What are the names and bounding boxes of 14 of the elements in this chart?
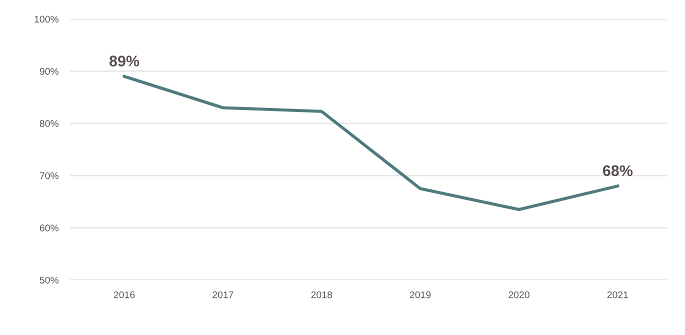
y-tick-label: 70% [40,172,59,180]
x-tick-label: 2020 [508,291,530,298]
x-tick-label: 2018 [311,291,332,298]
y-tick-label: 50% [40,276,59,284]
x-tick-label: 2019 [410,291,431,298]
y-tick-label: 80% [40,120,59,128]
x-tick-label: 2021 [607,291,628,298]
data-label: 89% [109,56,140,66]
data-label: 68% [602,165,633,176]
y-tick-label: 60% [40,224,59,232]
x-tick-label: 2016 [114,291,135,298]
y-tick-label: 90% [40,68,59,75]
y-tick-label: 100% [34,16,59,23]
x-tick-label: 2017 [212,291,234,298]
